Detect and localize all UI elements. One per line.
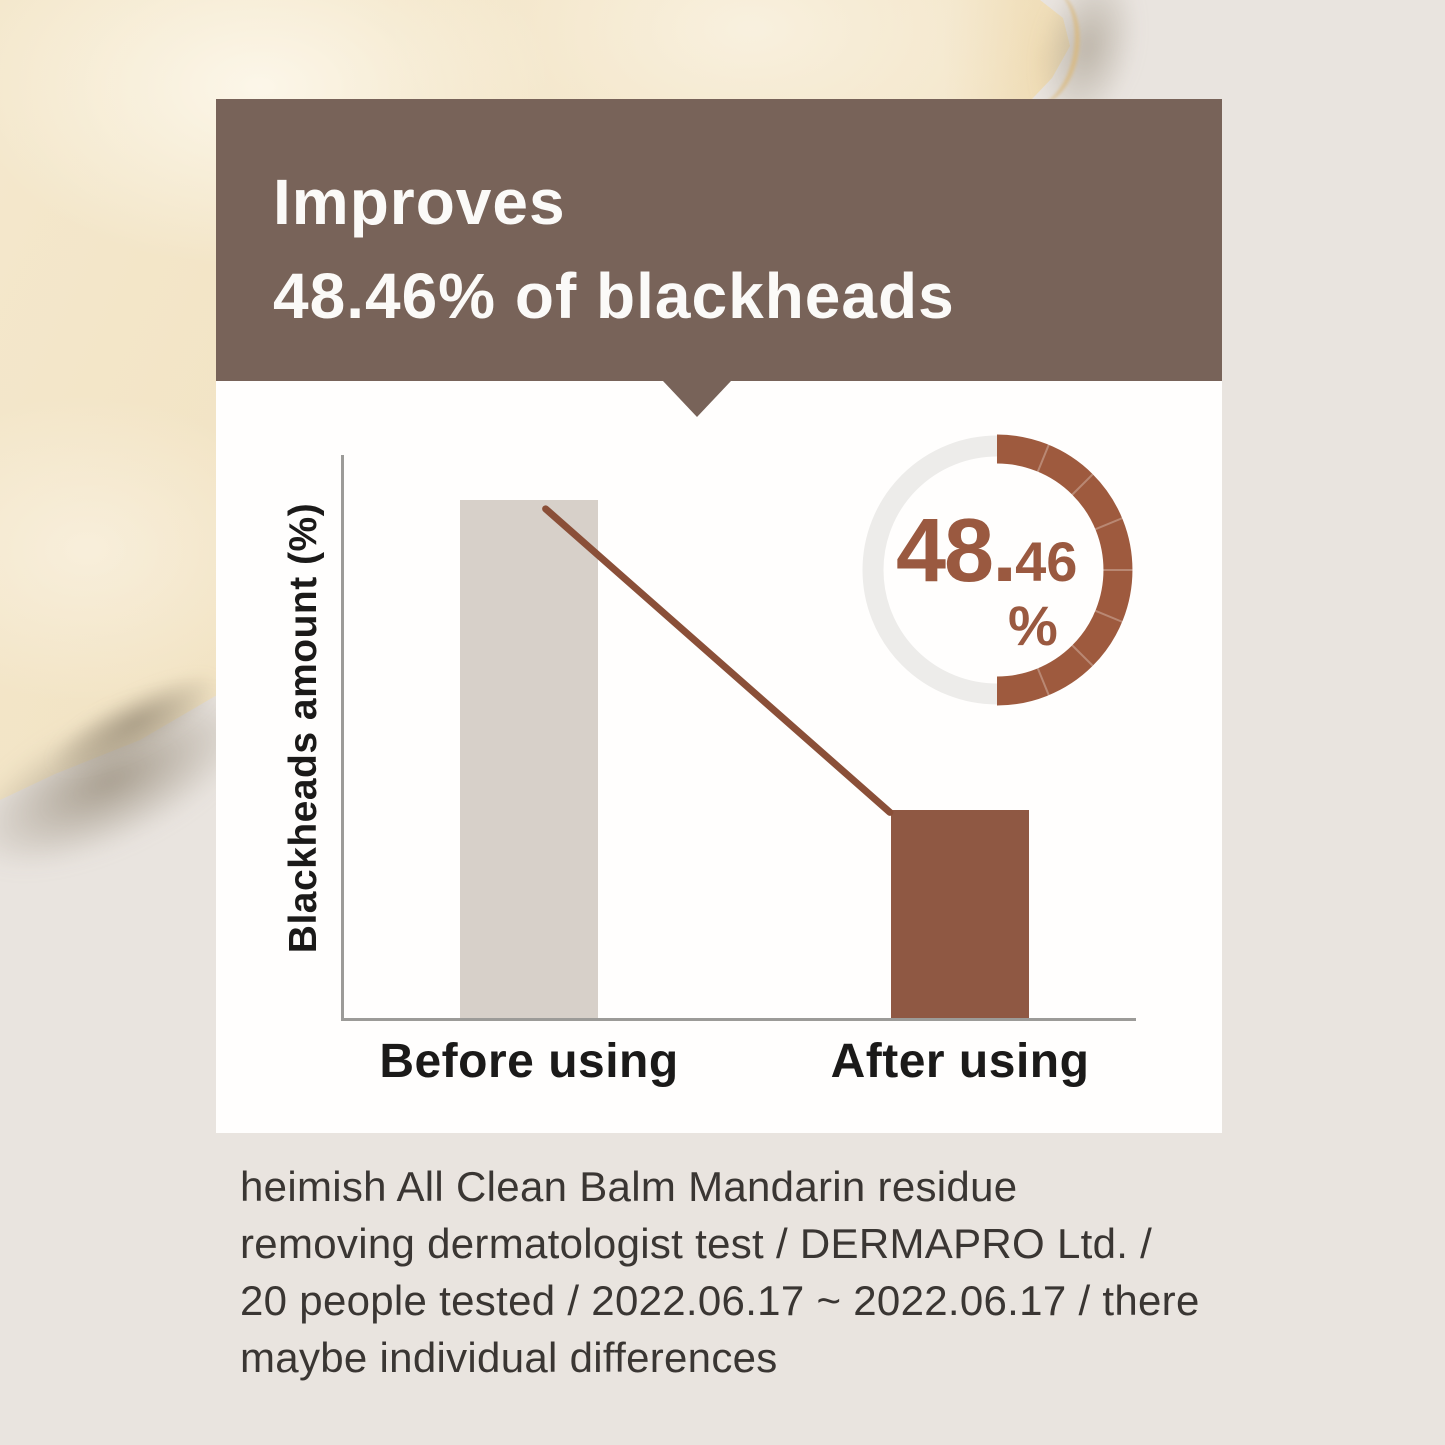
headline-line2: 48.46% of blackheads — [273, 260, 955, 332]
gauge-segment-dividers — [1036, 443, 1133, 697]
x-tick-label-after: After using — [830, 1035, 1090, 1088]
x-axis-line — [341, 1018, 1136, 1021]
gauge-percent-sign: % — [1008, 594, 1058, 657]
headline-line1: Improves — [273, 166, 566, 238]
disclosure-line: heimish All Clean Balm Mandarin residue — [240, 1163, 1018, 1210]
banner-pointer-triangle — [663, 381, 731, 417]
bar-after-using — [891, 810, 1029, 1018]
gauge-value: 48. 46 % — [896, 506, 1146, 654]
gauge-value-arc — [996, 434, 1133, 706]
donut-gauge — [862, 434, 1133, 706]
bar-before-using — [460, 500, 598, 1018]
test-disclosure: heimish All Clean Balm Mandarin residue … — [240, 1158, 1250, 1386]
disclosure-line: maybe individual differences — [240, 1334, 778, 1381]
x-tick-label-before: Before using — [379, 1035, 679, 1088]
gauge-value-integer: 48. — [896, 501, 1017, 601]
gauge-value-fraction: 46 — [1015, 530, 1078, 593]
headline-banner: Improves 48.46% of blackheads — [216, 99, 1222, 417]
disclosure-line: removing dermatologist test / DERMAPRO L… — [240, 1220, 1153, 1267]
y-axis-line — [341, 455, 344, 1021]
gauge-value-row: 48. 46 — [896, 506, 1146, 596]
disclosure-line: 20 people tested / 2022.06.17 ~ 2022.06.… — [240, 1277, 1200, 1324]
y-axis-label: Blackheads amount (%) — [282, 502, 325, 954]
result-card: Blackheads amount (%) Before using After… — [216, 381, 1222, 1133]
